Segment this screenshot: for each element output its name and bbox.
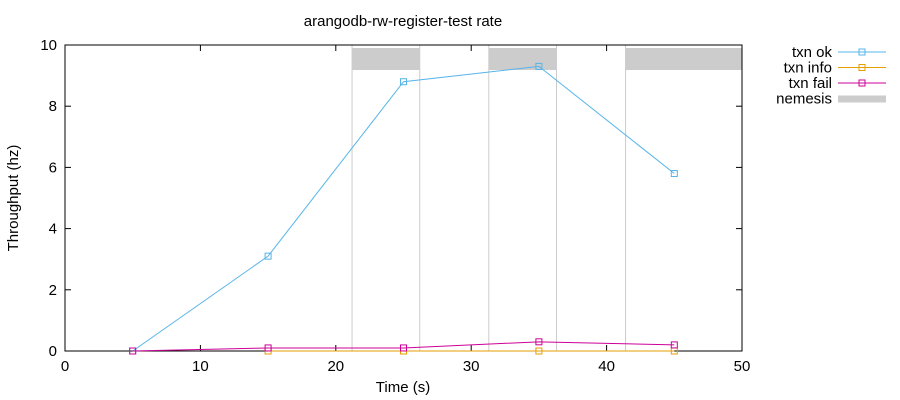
series-line-txn-ok: [132, 65, 675, 352]
nemesis-band: [488, 48, 557, 70]
x-tick-label: 10: [192, 358, 209, 375]
x-axis: 0 10 20 30 40 50: [61, 45, 751, 375]
x-tick-label: 0: [61, 358, 69, 375]
x-tick-label: 30: [463, 358, 480, 375]
chart-title: arangodb-rw-register-test rate: [304, 13, 502, 30]
x-tick-label: 20: [327, 358, 344, 375]
y-axis: 0 2 4 6 8 10: [40, 37, 742, 360]
y-tick-label: 0: [49, 343, 57, 360]
legend-marker-txn-info: [858, 64, 866, 71]
data-point: [264, 344, 272, 352]
legend-label-txn-info: txn info: [784, 60, 832, 77]
legend-marker-txn-fail: [858, 79, 866, 87]
data-point: [535, 338, 543, 346]
legend-label-nemesis: nemesis: [776, 91, 832, 108]
series-layer: [129, 62, 678, 355]
legend-marker-txn-ok: [858, 48, 866, 56]
legend-label-txn-fail: txn fail: [789, 75, 832, 92]
series-line-txn-fail: [132, 341, 675, 352]
legend-label-txn-ok: txn ok: [792, 44, 833, 61]
series-txn-fail: [129, 338, 678, 355]
nemesis-layer: [351, 45, 742, 351]
nemesis-band: [625, 48, 742, 70]
y-axis-title: Throughput (hz): [5, 145, 22, 252]
y-tick-label: 4: [49, 221, 57, 238]
x-axis-title: Time (s): [376, 379, 430, 396]
data-point: [400, 344, 407, 352]
x-tick-label: 40: [598, 358, 615, 375]
data-point: [264, 252, 272, 260]
data-point: [670, 170, 678, 178]
x-tick-label: 50: [734, 358, 751, 375]
plot-frame: [64, 44, 743, 352]
y-tick-label: 8: [49, 98, 57, 115]
y-tick-label: 10: [40, 37, 57, 54]
nemesis-band: [352, 48, 420, 70]
data-point: [400, 78, 407, 86]
data-point: [129, 347, 137, 355]
y-tick-label: 2: [49, 282, 57, 299]
series-txn-ok: [129, 62, 678, 355]
data-point: [670, 341, 678, 349]
data-point: [535, 62, 543, 70]
data-point: [535, 347, 543, 355]
legend-swatch-nemesis: [838, 95, 886, 103]
y-tick-label: 6: [49, 159, 57, 176]
